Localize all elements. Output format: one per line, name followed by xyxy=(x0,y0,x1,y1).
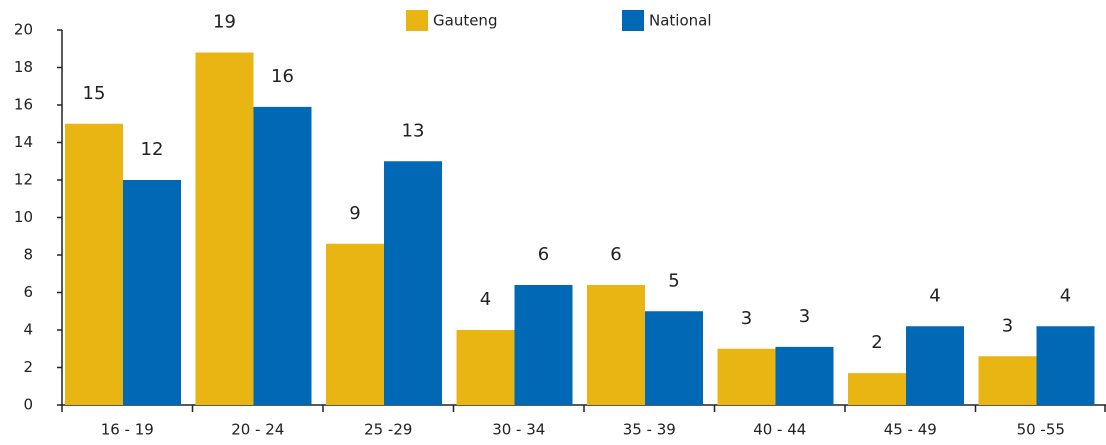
x-tick-label: 45 - 49 xyxy=(884,421,937,439)
value-label: 5 xyxy=(668,270,679,291)
bar xyxy=(848,373,906,405)
y-tick-label: 8 xyxy=(23,246,33,264)
value-label: 6 xyxy=(538,244,549,265)
bar xyxy=(456,330,515,405)
x-tick-label: 40 - 44 xyxy=(753,421,806,439)
y-tick-label: 10 xyxy=(14,208,33,226)
value-label: 3 xyxy=(799,306,810,327)
bar xyxy=(326,243,384,405)
bar xyxy=(514,285,573,405)
value-label: 6 xyxy=(610,244,621,265)
y-tick-label: 14 xyxy=(14,133,33,151)
value-label: 9 xyxy=(349,203,360,224)
y-tick-label: 0 xyxy=(23,396,33,414)
value-label: 12 xyxy=(141,139,164,160)
value-label: 3 xyxy=(741,308,752,329)
bar xyxy=(195,52,254,405)
bar xyxy=(906,326,964,405)
y-tick-label: 2 xyxy=(23,358,33,376)
value-label: 13 xyxy=(402,120,425,141)
bar xyxy=(645,311,703,405)
x-tick-label: 16 - 19 xyxy=(101,421,154,439)
value-label: 2 xyxy=(871,332,882,353)
value-label: 3 xyxy=(1002,315,1013,336)
y-tick-label: 18 xyxy=(14,58,33,76)
y-tick-label: 4 xyxy=(23,321,33,339)
y-tick-label: 20 xyxy=(14,21,33,39)
bar xyxy=(384,161,442,405)
value-label: 4 xyxy=(1060,285,1071,306)
bar xyxy=(978,356,1037,405)
x-tick-label: 35 - 39 xyxy=(623,421,676,439)
legend-swatch xyxy=(406,10,428,31)
y-tick-label: 12 xyxy=(14,171,33,189)
value-label: 19 xyxy=(213,12,236,33)
x-tick-label: 20 - 24 xyxy=(231,421,284,439)
value-label: 16 xyxy=(271,66,294,87)
bar xyxy=(123,180,181,405)
bar xyxy=(717,348,776,405)
x-tick-label: 25 -29 xyxy=(364,421,412,439)
legend-label: National xyxy=(649,12,712,30)
value-label: 4 xyxy=(929,285,940,306)
legend-swatch xyxy=(622,10,644,31)
y-tick-label: 6 xyxy=(23,283,33,301)
y-tick-label: 16 xyxy=(14,96,33,114)
bar xyxy=(253,106,312,405)
bar xyxy=(775,346,834,405)
legend-label: Gauteng xyxy=(433,12,497,30)
bar xyxy=(587,285,645,405)
bar xyxy=(1036,326,1095,405)
value-label: 15 xyxy=(83,83,106,104)
value-label: 4 xyxy=(480,289,491,310)
x-tick-label: 50 -55 xyxy=(1017,421,1065,439)
bar xyxy=(65,123,123,405)
x-tick-label: 30 - 34 xyxy=(492,421,545,439)
